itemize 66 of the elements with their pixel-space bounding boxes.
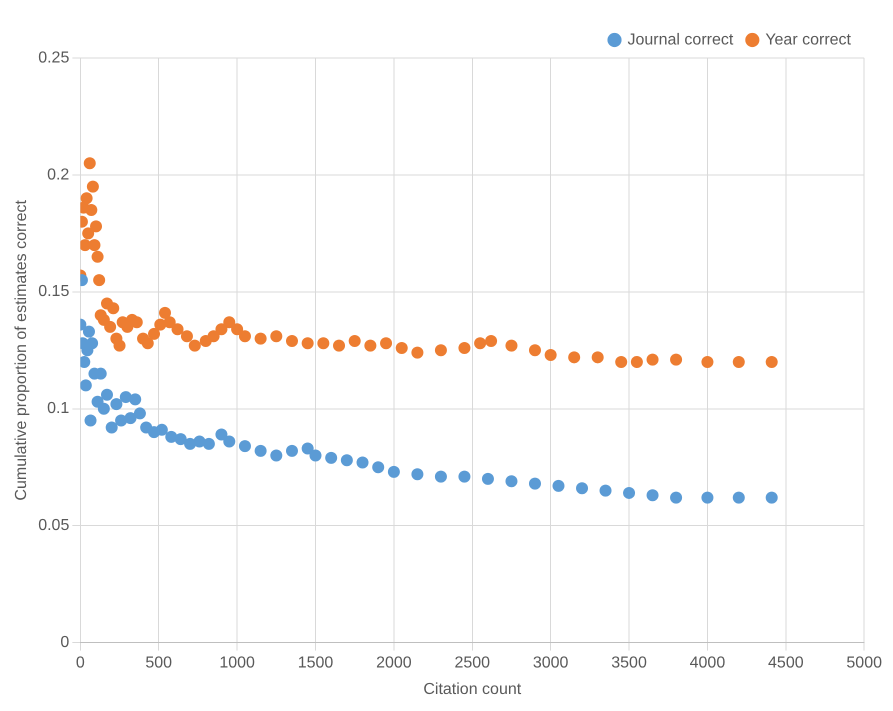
legend-label: Journal correct [628,31,734,48]
x-tick-label: 500 [145,654,172,672]
point [302,442,314,455]
point [134,407,146,420]
point [184,438,196,450]
point [310,450,322,462]
y-axis-title: Cumulative proportion of estimates correct [13,199,30,501]
point [482,472,494,485]
y-tick-label: 0.05 [38,517,70,534]
point [458,470,470,483]
y-tick-label: 0.15 [38,283,70,300]
point [98,402,110,415]
point [411,468,424,480]
point [434,470,447,483]
point [86,337,98,350]
point [270,450,282,462]
point [124,412,137,424]
x-tick-label: 4000 [690,654,726,672]
x-tick-label: 3500 [611,654,647,672]
point [552,480,564,492]
y-tick-label: 0.1 [47,400,70,418]
point [82,326,95,338]
y-tick-label: 0.25 [38,49,70,66]
point [106,421,118,434]
point [129,393,142,406]
point [110,398,122,410]
x-tick-label: 4500 [768,654,804,672]
x-tick-label: 1000 [219,654,256,672]
point [80,379,92,392]
point [202,438,215,450]
x-tick-label: 0 [76,654,85,672]
point [528,478,541,490]
point [600,484,612,497]
point [325,452,338,464]
point [174,433,187,446]
x-tick-label: 5000 [846,654,882,672]
point [372,461,384,474]
point [115,414,128,426]
point [84,414,97,426]
x-tick-label: 2500 [454,654,490,672]
point [340,454,353,466]
point [701,492,714,504]
point [623,486,636,499]
point [223,436,236,448]
point [646,489,659,502]
point [238,440,251,452]
point [254,444,267,457]
point [193,436,206,448]
point [388,466,400,478]
y-tick-label: 0.2 [47,166,70,184]
x-axis-title: Citation count [423,680,522,698]
point [215,428,228,440]
legend-label: Year correct [765,31,852,48]
point [732,492,745,504]
point [505,475,518,488]
point [156,424,168,436]
x-tick-label: 1500 [298,654,334,672]
x-tick-label: 3000 [532,654,569,672]
point [766,492,778,504]
point [576,482,588,494]
y-tick-label: 0 [60,634,70,652]
point [100,388,113,401]
x-tick-label: 2000 [376,654,412,672]
point [670,492,682,504]
point [356,456,369,469]
point [286,444,298,457]
